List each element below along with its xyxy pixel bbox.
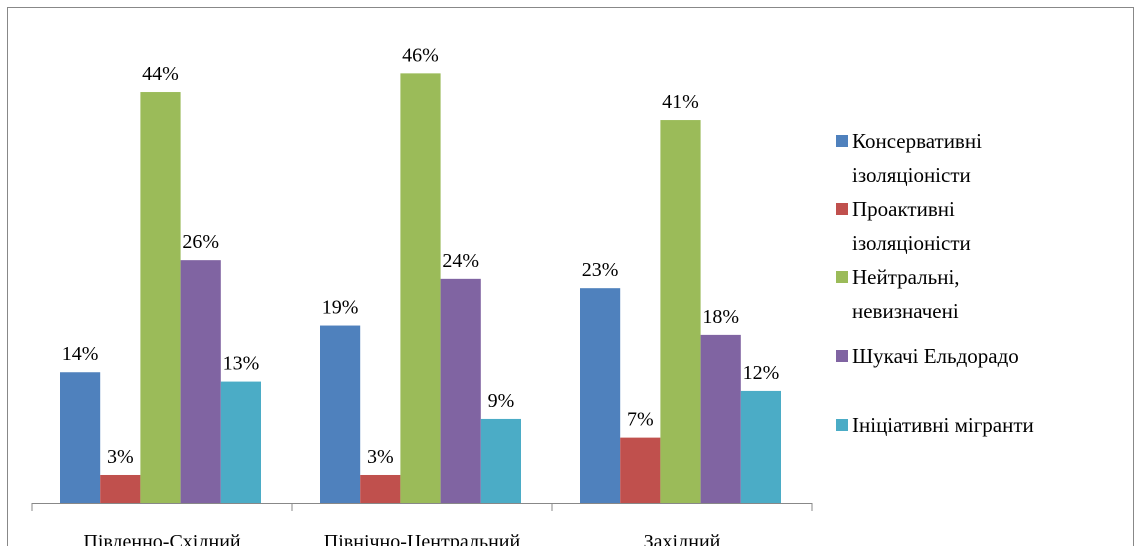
data-label: 26% [182,231,219,253]
data-label: 18% [702,306,739,328]
data-label: 13% [223,353,260,375]
bar [360,474,401,503]
data-label: 9% [488,390,515,412]
bar [60,372,101,503]
legend-swatch [836,135,848,147]
bar [660,120,701,503]
chart-border [7,7,1134,546]
legend-item: Нейтральні, невизначені [836,260,1136,328]
data-label: 24% [442,250,479,272]
legend-item: Проактивні ізоляціоністи [836,192,1136,260]
bar [320,325,361,503]
bar [400,73,441,504]
legend-label: Проактивні ізоляціоністи [852,197,971,255]
bar [180,260,221,503]
bar [620,437,661,503]
legend-label: Ініціативні мігранти [852,413,1034,437]
bar [580,288,621,503]
legend-swatch [836,203,848,215]
data-label: 3% [367,446,394,468]
legend-label: Консервативні ізоляціоністи [852,129,982,187]
data-label: 12% [743,362,780,384]
data-label: 19% [322,297,359,319]
x-tick-label: Південно-Східний [83,531,241,546]
data-label: 3% [107,446,134,468]
legend-label: Шукачі Ельдорадо [852,344,1019,368]
bar [220,381,261,503]
legend-item: Консервативні ізоляціоністи [836,124,1136,192]
legend-item: Шукачі Ельдорадо [836,339,1136,373]
legend-item: Ініціативні мігранти [836,408,1136,442]
bar [700,334,741,503]
data-label: 41% [662,91,699,113]
x-tick-label: Північно-Центральний [324,531,521,546]
bar [480,418,521,503]
legend-label: Нейтральні, невизначені [852,265,960,323]
data-label: 46% [402,44,439,66]
bar [440,278,481,503]
bar [740,390,781,503]
x-tick-label: Західний [644,531,721,546]
data-label: 14% [62,343,99,365]
bar [140,92,181,503]
legend-swatch [836,419,848,431]
data-label: 44% [142,63,179,85]
bar [100,474,141,503]
data-label: 7% [627,409,654,431]
data-label: 23% [582,259,619,281]
legend-swatch [836,350,848,362]
legend-swatch [836,271,848,283]
